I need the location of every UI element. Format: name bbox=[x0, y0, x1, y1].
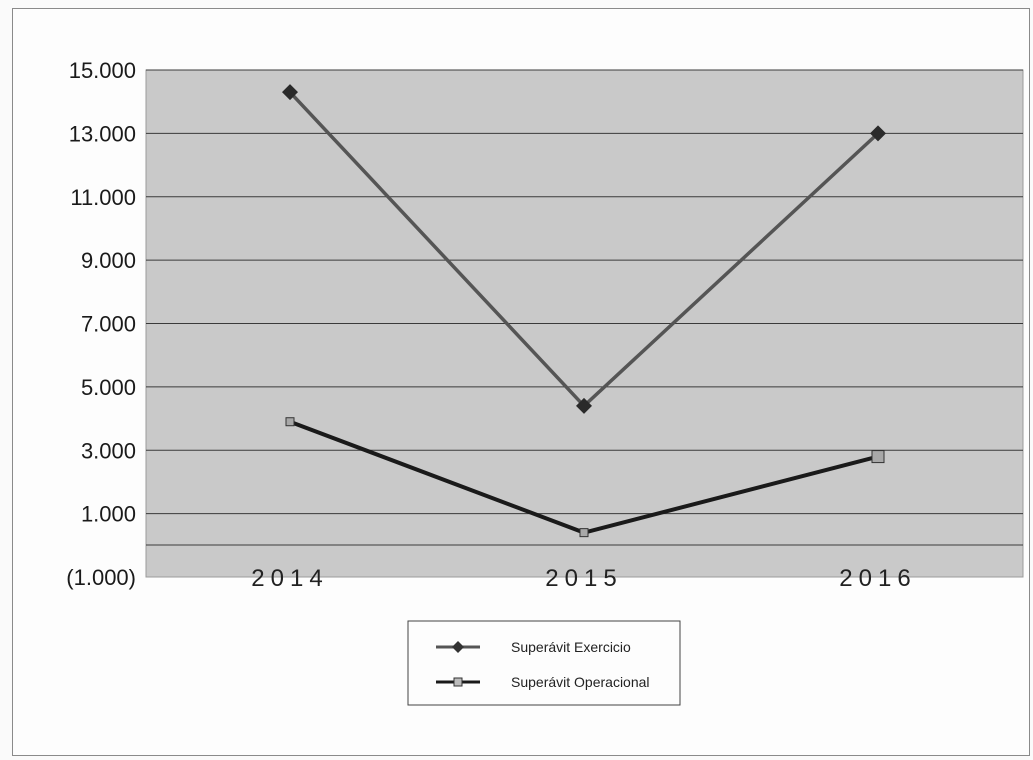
y-axis-tick-labels: 15.000 13.000 11.000 9.000 7.000 5.000 3.000 1.… bbox=[66, 58, 136, 590]
legend-label-series-2: Superávit Operacional bbox=[511, 674, 650, 690]
legend-diamond-icon bbox=[452, 641, 464, 653]
legend: Superávit Exercicio Superávit Operaciona… bbox=[407, 620, 681, 706]
y-tick-label: 5.000 bbox=[81, 375, 136, 400]
data-point-diamond bbox=[870, 125, 886, 142]
data-point-diamond bbox=[282, 84, 298, 101]
x-axis-tick-labels: 2014 2015 2016 bbox=[251, 565, 916, 592]
y-tick-label: 1.000 bbox=[81, 502, 136, 527]
y-tick-label: 11.000 bbox=[70, 185, 136, 210]
y-tick-label: 9.000 bbox=[81, 248, 136, 273]
y-tick-label: 15.000 bbox=[69, 58, 136, 83]
data-point-square bbox=[285, 417, 295, 427]
x-tick-label: 2014 bbox=[251, 565, 328, 592]
legend-square-icon bbox=[453, 677, 463, 687]
legend-box bbox=[407, 620, 681, 706]
data-point-diamond bbox=[576, 397, 592, 414]
data-point-square bbox=[871, 450, 885, 464]
x-tick-label: 2016 bbox=[839, 565, 916, 592]
y-tick-label: 13.000 bbox=[69, 121, 136, 146]
legend-label-series-1: Superávit Exercicio bbox=[511, 639, 631, 655]
y-tick-label: 3.000 bbox=[81, 438, 136, 463]
x-tick-label: 2015 bbox=[545, 565, 622, 592]
y-tick-label: (1.000) bbox=[66, 565, 136, 590]
series-markers bbox=[282, 84, 886, 538]
y-tick-label: 7.000 bbox=[81, 312, 136, 337]
gridlines bbox=[146, 69, 1023, 546]
data-point-square bbox=[579, 528, 589, 538]
